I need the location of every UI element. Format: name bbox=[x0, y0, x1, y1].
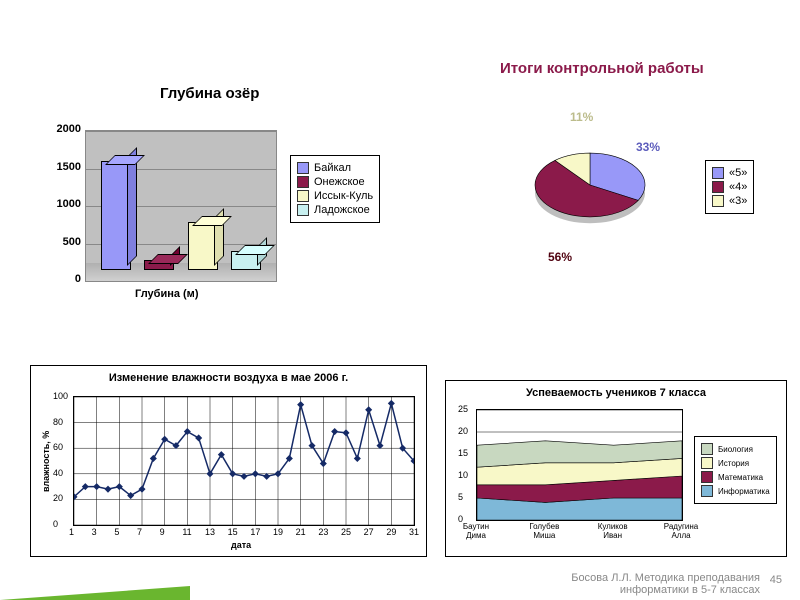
pie-chart-legend: «5» «4» «3» bbox=[705, 160, 754, 214]
footer-text: Босова Л.Л. Методика преподавания информ… bbox=[500, 572, 760, 596]
line-ytick: 60 bbox=[53, 442, 63, 452]
legend-item: Биология bbox=[701, 443, 770, 455]
pie-label: 11% bbox=[570, 110, 593, 124]
line-ytick: 80 bbox=[53, 417, 63, 427]
pie-label: 33% bbox=[636, 140, 660, 154]
area-chart-panel: Успеваемость учеников 7 класса Биология … bbox=[445, 380, 787, 557]
legend-item: «4» bbox=[712, 181, 747, 193]
line-xtick: 7 bbox=[137, 527, 142, 537]
line-xtick: 13 bbox=[205, 527, 215, 537]
line-xtick: 21 bbox=[296, 527, 306, 537]
slide-accent bbox=[0, 586, 190, 600]
area-cat: РадугинаАлла bbox=[656, 522, 706, 540]
line-ytick: 0 bbox=[53, 519, 58, 529]
legend-item: «3» bbox=[712, 195, 747, 207]
line-chart-xlabel: дата bbox=[231, 540, 251, 550]
line-xtick: 23 bbox=[318, 527, 328, 537]
line-chart-panel: Изменение влажности воздуха в мае 2006 г… bbox=[30, 365, 427, 557]
legend-item: Математика bbox=[701, 471, 770, 483]
line-xtick: 1 bbox=[69, 527, 74, 537]
legend-item: «5» bbox=[712, 167, 747, 179]
area-cat: КуликовИван bbox=[588, 522, 638, 540]
area-ytick: 5 bbox=[458, 492, 463, 502]
legend-item: Информатика bbox=[701, 485, 770, 497]
line-xtick: 29 bbox=[386, 527, 396, 537]
pie-label: 56% bbox=[548, 250, 572, 264]
line-ytick: 20 bbox=[53, 493, 63, 503]
area-ytick: 10 bbox=[458, 470, 468, 480]
area-chart-plot bbox=[476, 409, 683, 521]
line-chart-ylabel: влажность, % bbox=[41, 431, 51, 492]
line-xtick: 5 bbox=[114, 527, 119, 537]
line-xtick: 15 bbox=[228, 527, 238, 537]
line-ytick: 100 bbox=[53, 391, 68, 401]
line-xtick: 31 bbox=[409, 527, 419, 537]
legend-item: История bbox=[701, 457, 770, 469]
area-ytick: 25 bbox=[458, 404, 468, 414]
line-xtick: 11 bbox=[182, 527, 191, 537]
line-xtick: 3 bbox=[92, 527, 97, 537]
area-ytick: 15 bbox=[458, 448, 468, 458]
line-xtick: 9 bbox=[160, 527, 165, 537]
line-xtick: 25 bbox=[341, 527, 351, 537]
line-chart-plot bbox=[73, 396, 415, 526]
area-cat: БаутинДима bbox=[451, 522, 501, 540]
area-chart-title: Успеваемость учеников 7 класса bbox=[446, 381, 786, 405]
line-xtick: 27 bbox=[364, 527, 374, 537]
line-xtick: 17 bbox=[250, 527, 260, 537]
slide-number: 45 bbox=[770, 574, 782, 586]
area-cat: ГолубевМиша bbox=[519, 522, 569, 540]
line-ytick: 40 bbox=[53, 468, 63, 478]
line-chart-title: Изменение влажности воздуха в мае 2006 г… bbox=[31, 366, 426, 390]
area-chart-legend: Биология История Математика Информатика bbox=[694, 436, 777, 504]
area-ytick: 20 bbox=[458, 426, 468, 436]
pie-chart bbox=[0, 0, 800, 320]
line-xtick: 19 bbox=[273, 527, 283, 537]
